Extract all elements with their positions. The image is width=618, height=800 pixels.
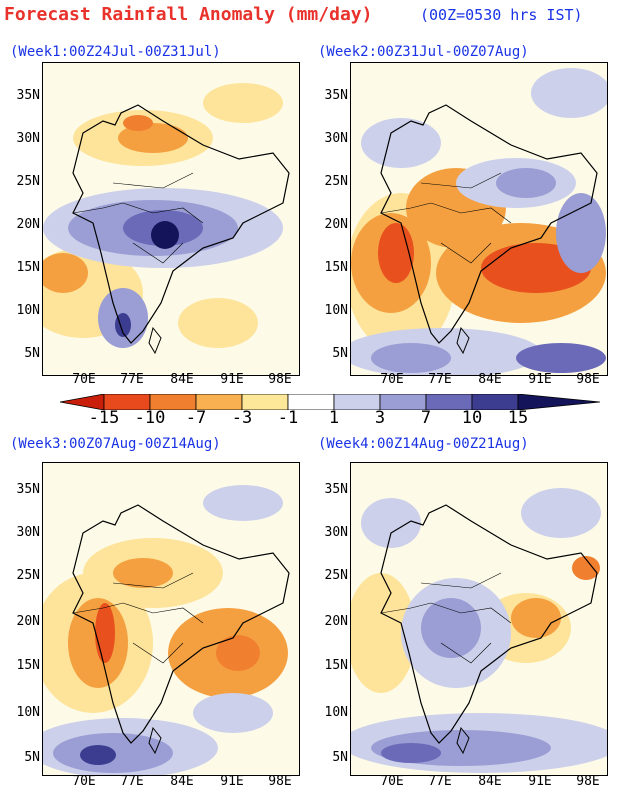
lat-label-30n: 30N xyxy=(324,525,348,540)
lat-label-30n: 30N xyxy=(16,131,40,146)
lon-label-70e: 70E xyxy=(380,372,404,387)
lon-label-91e: 91E xyxy=(528,372,552,387)
lat-label-25n: 25N xyxy=(16,174,40,189)
lon-label-84e: 84E xyxy=(478,372,502,387)
map-panel-week1 xyxy=(42,62,300,376)
lon-label-91e: 91E xyxy=(220,372,244,387)
lon-label-77e: 77E xyxy=(428,372,452,387)
colorbar-label-1: 1 xyxy=(328,408,340,428)
lon-label-91e: 91E xyxy=(220,774,244,789)
lat-label-5n: 5N xyxy=(24,346,40,361)
time-note: (00Z=0530 hrs IST) xyxy=(420,6,583,24)
panel-title-week1: (Week1:00Z24Jul-00Z31Jul) xyxy=(10,44,221,60)
colorbar-label-10: 10 xyxy=(461,408,483,428)
colorbar-label-m1: -1 xyxy=(277,408,299,428)
lat-label-20n: 20N xyxy=(16,614,40,629)
colorbar-label-m3: -3 xyxy=(231,408,253,428)
lon-label-70e: 70E xyxy=(380,774,404,789)
colorbar-label-m10: -10 xyxy=(134,408,166,428)
lon-label-70e: 70E xyxy=(72,372,96,387)
lat-label-25n: 25N xyxy=(16,568,40,583)
colorbar-label-m15: -15 xyxy=(88,408,120,428)
lon-label-70e: 70E xyxy=(72,774,96,789)
lat-label-20n: 20N xyxy=(324,217,348,232)
colorbar-label-m7: -7 xyxy=(185,408,207,428)
anomaly-map-week4 xyxy=(351,463,607,775)
lon-label-84e: 84E xyxy=(170,774,194,789)
lat-label-30n: 30N xyxy=(16,525,40,540)
figure-title: Forecast Rainfall Anomaly (mm/day) xyxy=(4,4,373,25)
lat-label-25n: 25N xyxy=(324,568,348,583)
lat-label-35n: 35N xyxy=(16,88,40,103)
lon-label-98e: 98E xyxy=(268,774,292,789)
lon-label-84e: 84E xyxy=(170,372,194,387)
anomaly-map-week2 xyxy=(351,63,607,375)
lat-label-20n: 20N xyxy=(324,614,348,629)
lon-label-98e: 98E xyxy=(576,372,600,387)
map-panel-week3 xyxy=(42,462,300,776)
lat-label-15n: 15N xyxy=(16,658,40,673)
lat-label-5n: 5N xyxy=(332,750,348,765)
lat-label-25n: 25N xyxy=(324,174,348,189)
lat-label-10n: 10N xyxy=(324,705,348,720)
lat-label-15n: 15N xyxy=(324,658,348,673)
lat-label-10n: 10N xyxy=(16,303,40,318)
anomaly-map-week1 xyxy=(43,63,299,375)
lat-label-10n: 10N xyxy=(16,705,40,720)
lat-label-15n: 15N xyxy=(324,260,348,275)
lon-label-77e: 77E xyxy=(120,372,144,387)
colorbar-segment-gt-15 xyxy=(517,394,600,410)
lon-label-98e: 98E xyxy=(268,372,292,387)
anomaly-map-week3 xyxy=(43,463,299,775)
map-panel-week2 xyxy=(350,62,608,376)
colorbar-label-7: 7 xyxy=(420,408,432,428)
lat-label-35n: 35N xyxy=(324,482,348,497)
colorbar-label-3: 3 xyxy=(374,408,386,428)
lat-label-5n: 5N xyxy=(24,750,40,765)
map-panel-week4 xyxy=(350,462,608,776)
lon-label-91e: 91E xyxy=(528,774,552,789)
panel-title-week4: (Week4:00Z14Aug-00Z21Aug) xyxy=(318,436,529,452)
lon-label-84e: 84E xyxy=(478,774,502,789)
lat-label-10n: 10N xyxy=(324,303,348,318)
lat-label-5n: 5N xyxy=(332,346,348,361)
colorbar-label-15: 15 xyxy=(507,408,529,428)
panel-title-week3: (Week3:00Z07Aug-00Z14Aug) xyxy=(10,436,221,452)
panel-title-week2: (Week2:00Z31Jul-00Z07Aug) xyxy=(318,44,529,60)
colorbar xyxy=(60,394,600,410)
lat-label-20n: 20N xyxy=(16,217,40,232)
lon-label-77e: 77E xyxy=(428,774,452,789)
lon-label-77e: 77E xyxy=(120,774,144,789)
lon-label-98e: 98E xyxy=(576,774,600,789)
lat-label-35n: 35N xyxy=(16,482,40,497)
lat-label-30n: 30N xyxy=(324,131,348,146)
lat-label-15n: 15N xyxy=(16,260,40,275)
lat-label-35n: 35N xyxy=(324,88,348,103)
